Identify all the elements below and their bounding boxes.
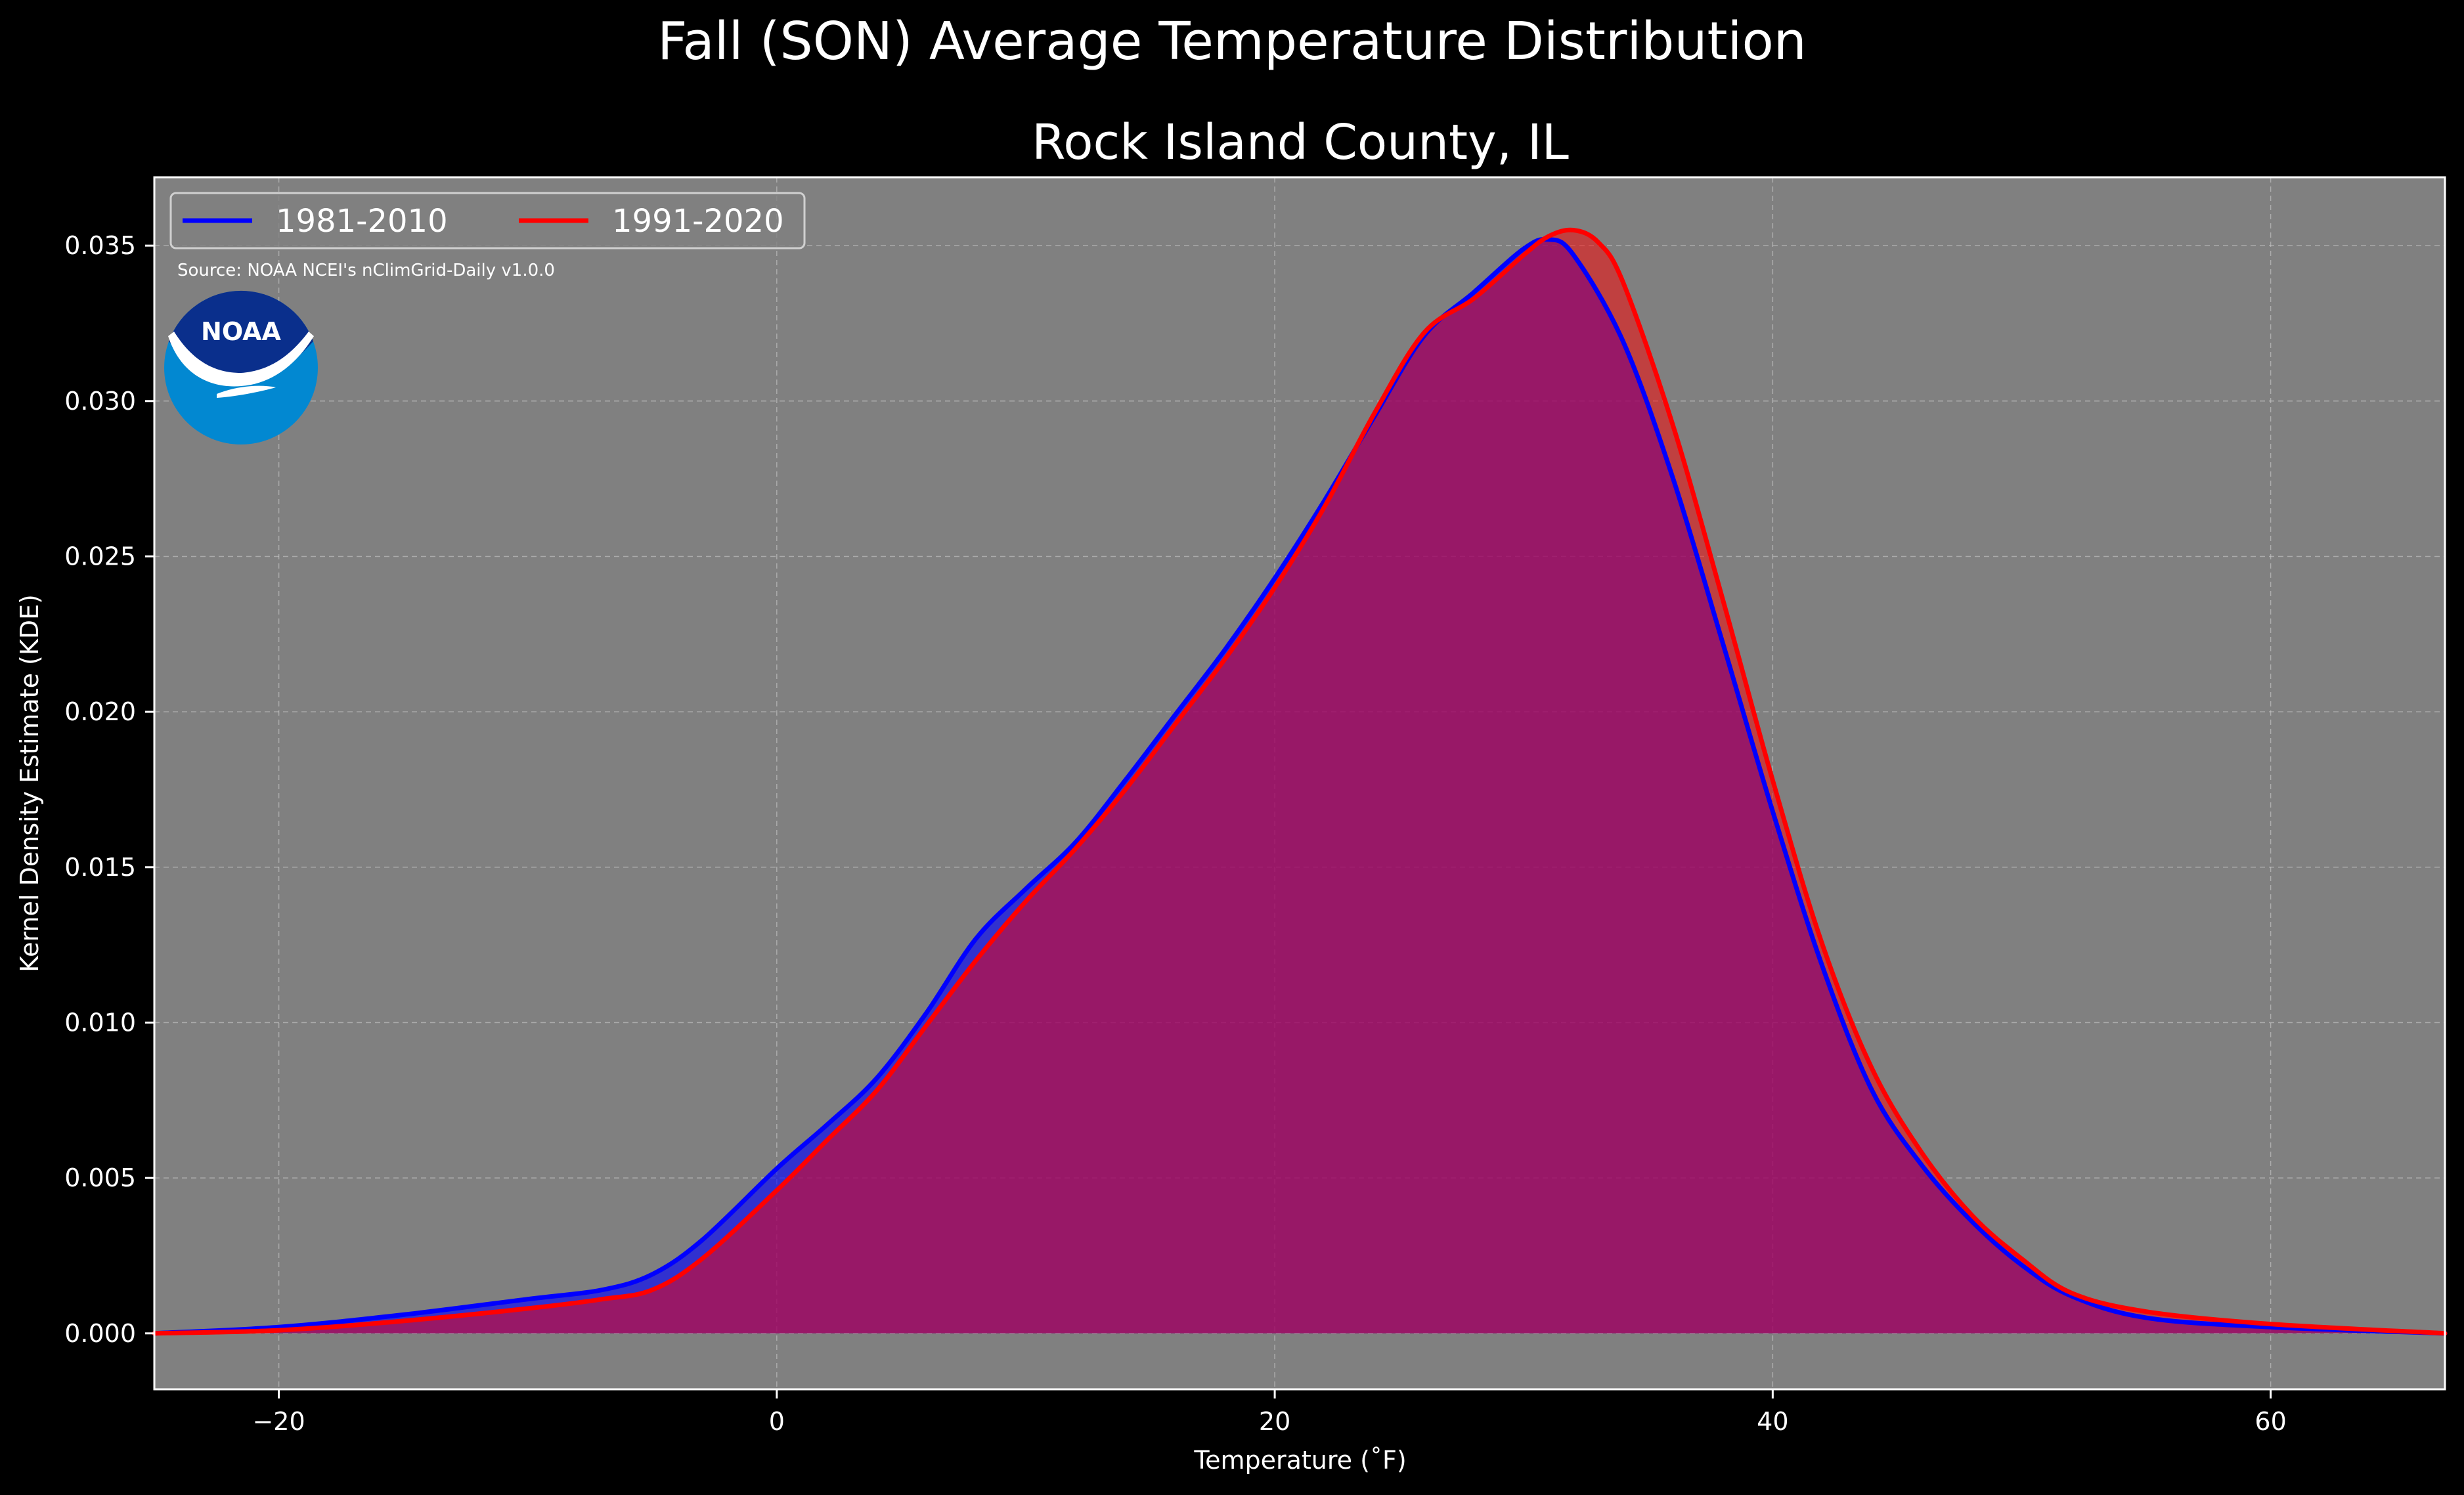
legend-frame <box>169 192 806 249</box>
noaa-logo: NOAA <box>164 290 318 444</box>
y-axis-label: Kernel Density Estimate (KDE) <box>15 594 44 972</box>
legend-label-1981-2010: 1981-2010 <box>276 203 448 240</box>
chart-title: Fall (SON) Average Temperature Distribut… <box>657 11 1807 72</box>
series-line-1991-2020 <box>152 227 2448 1336</box>
legend: 1981-2010 1991-2020 <box>169 192 806 249</box>
x-tick-label: 0 <box>769 1407 785 1436</box>
series-lines <box>152 227 2448 1336</box>
y-tick-label: 0.010 <box>64 1008 136 1037</box>
y-tick-label: 0.015 <box>64 853 136 882</box>
y-tick-label: 0.035 <box>64 231 136 260</box>
noaa-logo-gull-tail <box>217 385 276 398</box>
x-tick-label: 20 <box>1259 1407 1290 1436</box>
area-fills <box>154 230 2445 1333</box>
source-note: Source: NOAA NCEI's nClimGrid-Daily v1.0… <box>177 261 555 280</box>
legend-label-1991-2020: 1991-2020 <box>612 203 784 240</box>
y-tick-label: 0.025 <box>64 542 136 571</box>
y-tick-label: 0.020 <box>64 697 136 726</box>
x-tick-label: 60 <box>2255 1407 2286 1436</box>
noaa-logo-top <box>169 290 313 384</box>
x-tick-label: −20 <box>252 1407 305 1436</box>
x-tick-label: 40 <box>1757 1407 1788 1436</box>
y-tick-label: 0.030 <box>64 387 136 416</box>
noaa-logo-text: NOAA <box>201 317 281 346</box>
y-tick-label: 0.005 <box>64 1163 136 1192</box>
area-fill-1991-2020 <box>154 230 2445 1333</box>
plot-frame <box>153 176 2446 1391</box>
chart-subtitle: Rock Island County, IL <box>1032 114 1569 171</box>
x-axis-label: Temperature (˚F) <box>1193 1446 1406 1475</box>
y-tick-label: 0.000 <box>64 1319 136 1348</box>
y-axis-ticks: 0.000 0.005 0.010 0.015 0.020 0.025 0.030 0.035 <box>64 231 154 1348</box>
noaa-logo-gull <box>168 332 314 387</box>
x-axis-ticks: −20 0 20 40 60 <box>252 1389 2287 1436</box>
